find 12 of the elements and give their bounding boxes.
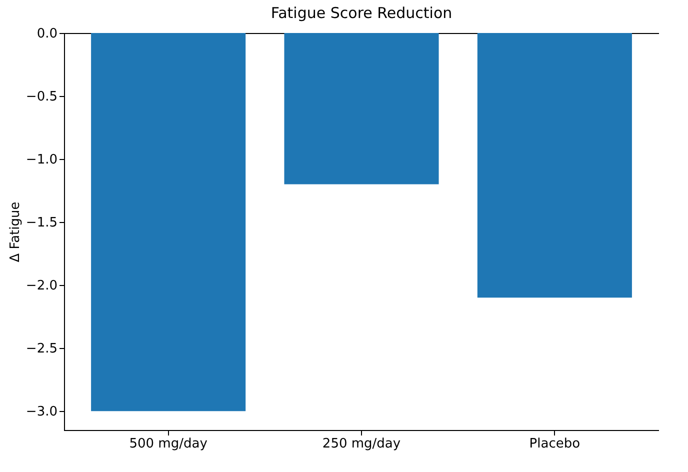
y-tick-label: −2.0 (26, 278, 58, 294)
x-tick-label: 500 mg/day (129, 436, 208, 452)
x-tick-label: Placebo (529, 436, 580, 452)
y-axis-title: Δ Fatigue (8, 202, 23, 262)
y-tick-label: −3.0 (26, 404, 58, 420)
y-tick-label: −2.5 (26, 342, 58, 357)
y-tick-label: −1.5 (26, 216, 58, 231)
chart-title: Fatigue Score Reduction (270, 4, 452, 22)
y-tick-label: −1.0 (26, 152, 58, 168)
y-tick-label: 0.0 (36, 26, 58, 42)
y-tick-label: −0.5 (26, 90, 58, 105)
x-tick-label: 250 mg/day (322, 436, 401, 452)
